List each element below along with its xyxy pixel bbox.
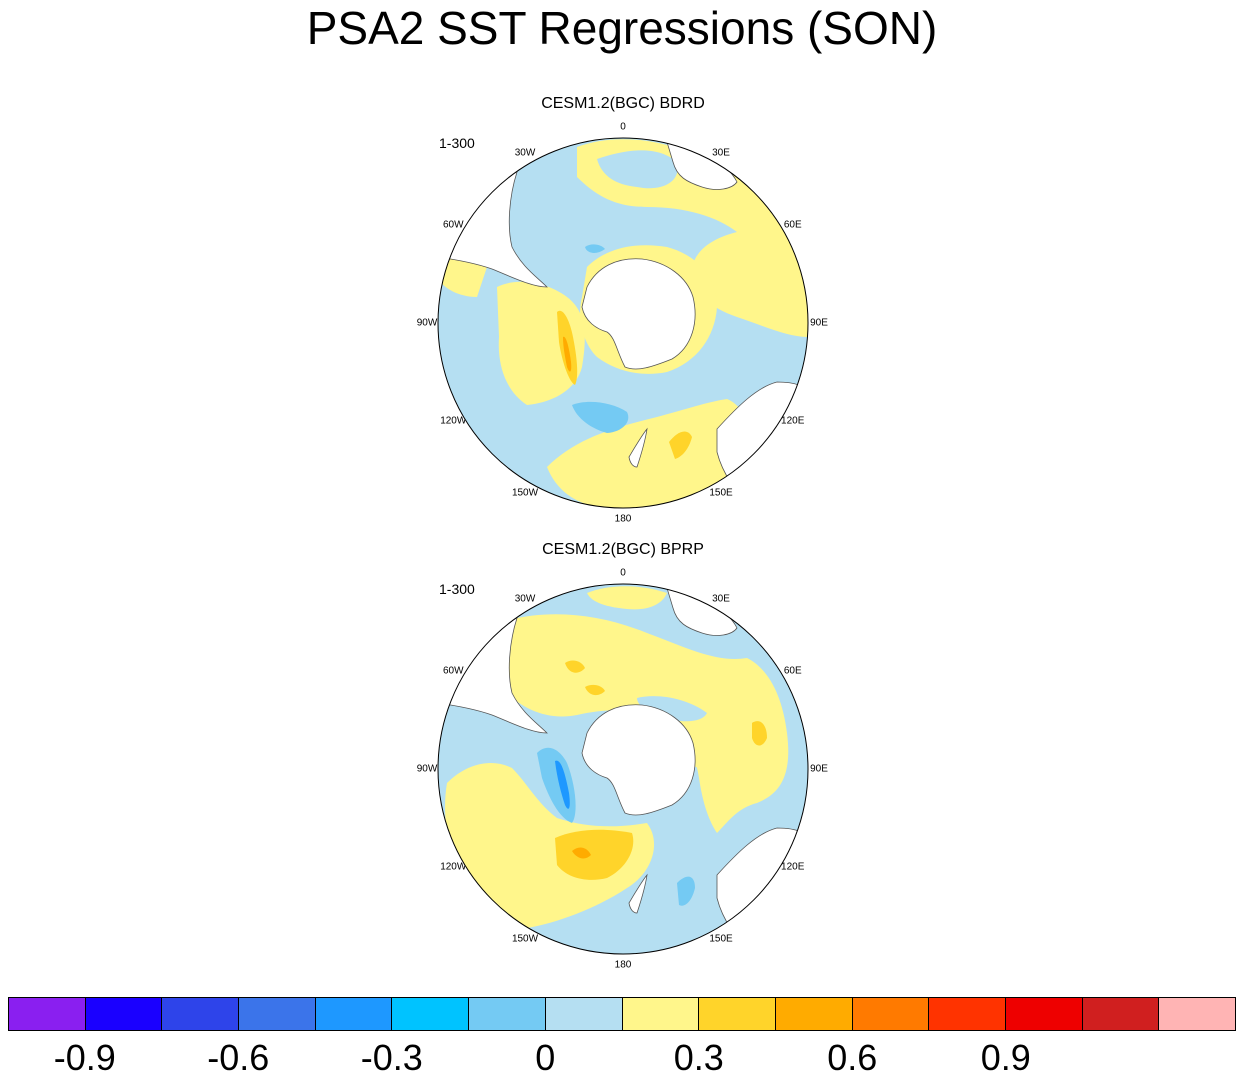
colorbar-tick-label: -0.3 xyxy=(360,1037,423,1078)
colorbar-tick-label: 0.9 xyxy=(980,1037,1031,1078)
panel-2-title: CESM1.2(BGC) BPRP xyxy=(542,541,704,558)
lon-label: 30E xyxy=(712,593,730,605)
colorbar-swatch xyxy=(392,998,470,1030)
colorbar-tick-label: 0 xyxy=(535,1037,556,1078)
lon-label: 120W xyxy=(440,415,467,427)
colorbar-swatch xyxy=(775,998,853,1030)
lon-label: 60W xyxy=(442,665,464,677)
colorbar-tick-label: 0.3 xyxy=(673,1037,724,1078)
new-zealand-landmass xyxy=(628,873,648,914)
lon-label: 150E xyxy=(709,933,733,945)
colorbar-swatch xyxy=(1005,998,1083,1030)
lon-label: 30W xyxy=(514,147,536,159)
lon-label: 120W xyxy=(440,861,467,873)
lon-label: 150W xyxy=(511,487,539,499)
colorbar-swatch xyxy=(545,998,623,1030)
lon-label: 0 xyxy=(620,121,626,133)
panel-2-map xyxy=(437,583,809,955)
lon-label: 180 xyxy=(614,513,632,525)
lon-label: 60W xyxy=(442,219,464,231)
lon-label: 30E xyxy=(712,147,730,159)
lon-label: 90W xyxy=(416,763,438,775)
lon-label: 180 xyxy=(614,959,632,971)
panel-1-title: CESM1.2(BGC) BDRD xyxy=(541,95,705,112)
strong-positive-anomaly xyxy=(555,829,634,880)
colorbar-swatch xyxy=(1159,998,1235,1030)
colorbar-swatch xyxy=(162,998,240,1030)
lon-label: 120E xyxy=(781,415,805,427)
lon-label: 60E xyxy=(783,665,802,677)
lon-label: 30W xyxy=(514,593,536,605)
colorbar-swatch xyxy=(622,998,700,1030)
colorbar-swatch xyxy=(852,998,930,1030)
colorbar-swatch xyxy=(239,998,316,1030)
panel-1-map xyxy=(437,137,809,509)
lon-label: 150W xyxy=(511,933,539,945)
lon-label: 90E xyxy=(810,763,828,775)
colorbar xyxy=(8,997,1236,1031)
colorbar-tick-label: -0.6 xyxy=(207,1037,270,1078)
colorbar-tick-label: -0.9 xyxy=(53,1037,116,1078)
colorbar-tick-label: 0.6 xyxy=(827,1037,878,1078)
colorbar-swatch xyxy=(9,998,86,1030)
strong-negative-anomaly xyxy=(572,401,629,433)
colorbar-swatch xyxy=(1082,998,1160,1030)
lon-label: 120E xyxy=(781,861,805,873)
colorbar-swatch xyxy=(929,998,1006,1030)
antarctica-landmass xyxy=(581,258,696,370)
antarctica-landmass xyxy=(581,704,696,816)
stronger-negative-anomaly xyxy=(555,760,570,809)
lon-label: 90E xyxy=(810,317,828,329)
colorbar-swatch xyxy=(315,998,393,1030)
lon-label: 0 xyxy=(620,567,626,579)
colorbar-swatch xyxy=(699,998,776,1030)
lon-label: 90W xyxy=(416,317,438,329)
colorbar-swatch xyxy=(469,998,546,1030)
lon-label: 60E xyxy=(783,219,802,231)
figure-title: PSA2 SST Regressions (SON) xyxy=(306,2,938,54)
new-zealand-landmass xyxy=(628,427,648,468)
panel-1-range-label: 1-300 xyxy=(439,135,475,151)
colorbar-swatch xyxy=(85,998,163,1030)
lon-label: 150E xyxy=(709,487,733,499)
panel-2-range-label: 1-300 xyxy=(439,581,475,597)
positive-anomaly-region xyxy=(445,763,655,928)
positive-anomaly-region xyxy=(547,399,748,508)
